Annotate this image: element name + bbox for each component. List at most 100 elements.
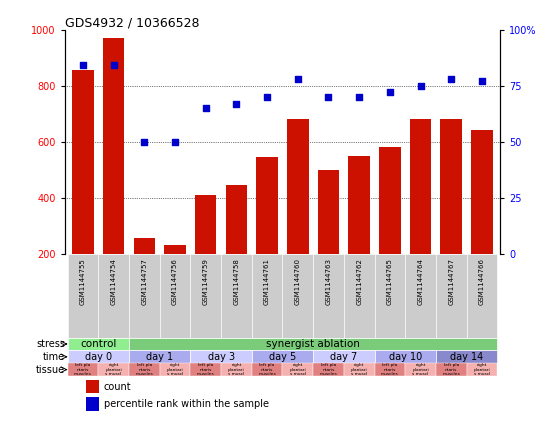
Text: day 10: day 10 bbox=[388, 352, 422, 362]
Bar bbox=[164, 245, 186, 310]
Point bbox=[263, 93, 271, 100]
Bar bbox=[466, 363, 497, 376]
Bar bbox=[410, 119, 431, 310]
Point bbox=[478, 78, 486, 85]
Text: GSM1144760: GSM1144760 bbox=[295, 258, 301, 305]
Bar bbox=[252, 253, 282, 338]
Text: day 5: day 5 bbox=[269, 352, 296, 362]
Text: day 0: day 0 bbox=[85, 352, 112, 362]
Bar bbox=[98, 253, 129, 338]
Text: GSM1144767: GSM1144767 bbox=[448, 258, 454, 305]
Bar bbox=[318, 170, 339, 310]
Bar bbox=[282, 253, 313, 338]
Text: day 14: day 14 bbox=[450, 352, 483, 362]
Bar bbox=[441, 119, 462, 310]
Bar bbox=[436, 253, 466, 338]
Text: GSM1144757: GSM1144757 bbox=[141, 258, 147, 305]
Text: GSM1144754: GSM1144754 bbox=[111, 258, 117, 305]
Text: GSM1144755: GSM1144755 bbox=[80, 258, 86, 305]
Bar bbox=[133, 238, 155, 310]
Text: GSM1144763: GSM1144763 bbox=[325, 258, 331, 305]
Bar bbox=[436, 363, 466, 376]
Text: left pla
ntaris
muscles: left pla ntaris muscles bbox=[320, 363, 337, 376]
Text: tissue: tissue bbox=[36, 365, 65, 375]
Text: right
plantari
s muscl: right plantari s muscl bbox=[473, 363, 490, 376]
Bar bbox=[282, 363, 313, 376]
Point bbox=[232, 100, 240, 107]
Bar bbox=[252, 363, 282, 376]
Point bbox=[386, 89, 394, 96]
Text: GSM1144765: GSM1144765 bbox=[387, 258, 393, 305]
Bar bbox=[349, 156, 370, 310]
Text: GSM1144762: GSM1144762 bbox=[356, 258, 362, 305]
Bar bbox=[344, 363, 374, 376]
Text: left pla
ntaris
muscles: left pla ntaris muscles bbox=[74, 363, 92, 376]
Bar bbox=[374, 350, 436, 363]
Text: right
plantari
s muscl: right plantari s muscl bbox=[228, 363, 245, 376]
Bar bbox=[374, 253, 405, 338]
Bar bbox=[68, 253, 98, 338]
Text: left pla
ntaris
muscles: left pla ntaris muscles bbox=[381, 363, 399, 376]
Text: right
plantari
s muscl: right plantari s muscl bbox=[351, 363, 367, 376]
Bar bbox=[344, 253, 374, 338]
Text: left pla
ntaris
muscles: left pla ntaris muscles bbox=[442, 363, 460, 376]
Text: GSM1144756: GSM1144756 bbox=[172, 258, 178, 305]
Bar bbox=[313, 350, 374, 363]
Bar bbox=[379, 147, 401, 310]
Bar bbox=[98, 363, 129, 376]
Text: right
plantari
s muscl: right plantari s muscl bbox=[105, 363, 122, 376]
Bar bbox=[221, 363, 252, 376]
Text: right
plantari
s muscl: right plantari s muscl bbox=[412, 363, 429, 376]
Bar bbox=[190, 363, 221, 376]
Point bbox=[140, 138, 148, 145]
Text: synergist ablation: synergist ablation bbox=[266, 339, 360, 349]
Text: GSM1144758: GSM1144758 bbox=[233, 258, 239, 305]
Bar bbox=[68, 350, 129, 363]
Text: right
plantari
s muscl: right plantari s muscl bbox=[289, 363, 306, 376]
Bar bbox=[471, 130, 493, 310]
Point bbox=[201, 104, 210, 111]
Point bbox=[324, 93, 333, 100]
Bar bbox=[160, 253, 190, 338]
Bar bbox=[313, 363, 344, 376]
Bar bbox=[405, 363, 436, 376]
Bar bbox=[287, 119, 308, 310]
Bar bbox=[68, 363, 98, 376]
Bar bbox=[190, 350, 252, 363]
Bar bbox=[466, 253, 497, 338]
Text: day 3: day 3 bbox=[208, 352, 235, 362]
Bar bbox=[195, 195, 216, 310]
Bar bbox=[86, 397, 100, 411]
Bar bbox=[103, 38, 124, 310]
Bar bbox=[129, 253, 160, 338]
Bar bbox=[160, 363, 190, 376]
Point bbox=[447, 75, 456, 82]
Point bbox=[355, 93, 364, 100]
Text: left pla
ntaris
muscles: left pla ntaris muscles bbox=[136, 363, 153, 376]
Point bbox=[416, 82, 425, 89]
Text: count: count bbox=[104, 382, 131, 392]
Text: day 1: day 1 bbox=[146, 352, 173, 362]
Text: GDS4932 / 10366528: GDS4932 / 10366528 bbox=[65, 16, 199, 30]
Bar bbox=[252, 350, 313, 363]
Point bbox=[79, 62, 87, 69]
Bar bbox=[313, 253, 344, 338]
Text: GSM1144766: GSM1144766 bbox=[479, 258, 485, 305]
Bar bbox=[257, 157, 278, 310]
Bar bbox=[436, 350, 497, 363]
Text: GSM1144761: GSM1144761 bbox=[264, 258, 270, 305]
Text: right
plantari
s muscl: right plantari s muscl bbox=[167, 363, 183, 376]
Point bbox=[171, 138, 179, 145]
Bar bbox=[221, 253, 252, 338]
Point bbox=[294, 75, 302, 82]
Text: stress: stress bbox=[36, 339, 65, 349]
Text: GSM1144759: GSM1144759 bbox=[203, 258, 209, 305]
Text: day 7: day 7 bbox=[330, 352, 357, 362]
Text: left pla
ntaris
muscles: left pla ntaris muscles bbox=[197, 363, 215, 376]
Bar bbox=[129, 363, 160, 376]
Point bbox=[109, 62, 118, 69]
Text: GSM1144764: GSM1144764 bbox=[417, 258, 423, 305]
Bar bbox=[68, 338, 129, 350]
Bar bbox=[190, 253, 221, 338]
Text: percentile rank within the sample: percentile rank within the sample bbox=[104, 399, 269, 409]
